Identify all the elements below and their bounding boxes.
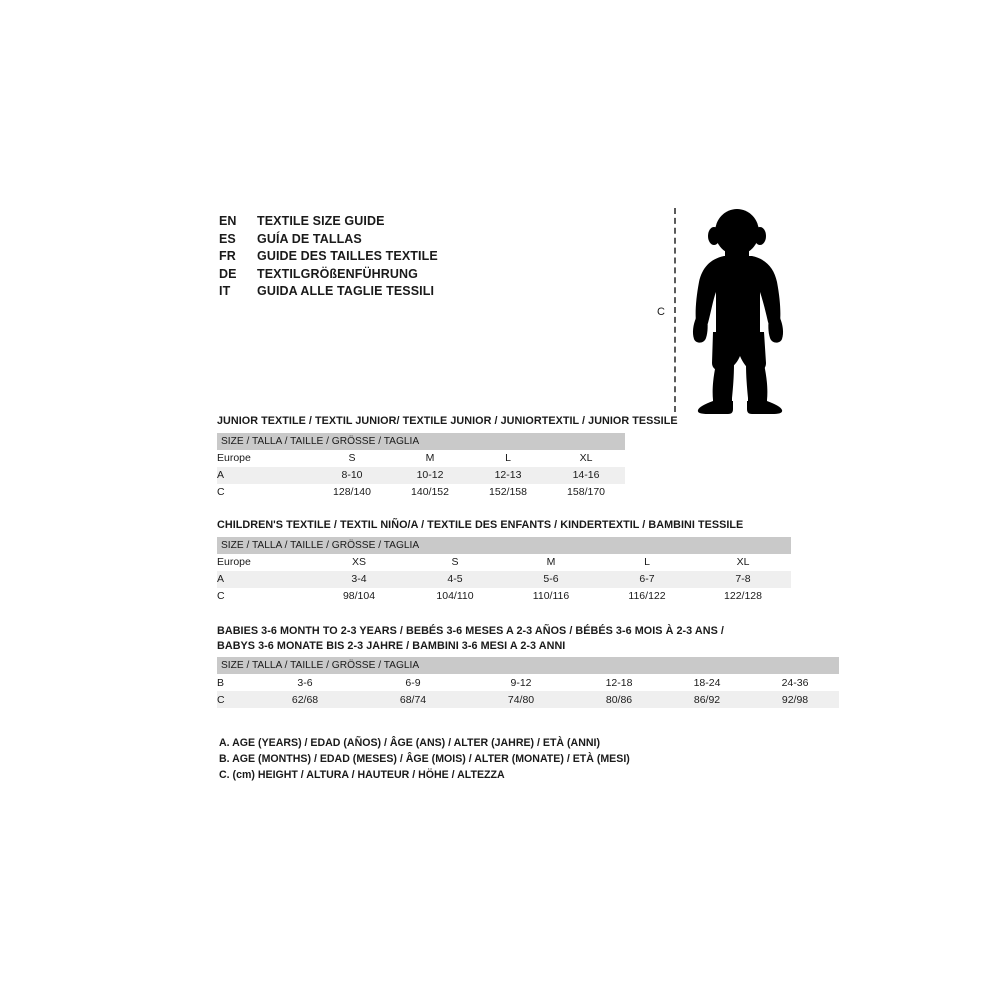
row-label: Europe	[217, 449, 313, 467]
table-row: A 3-4 4-5 5-6 6-7 7-8	[217, 570, 792, 588]
table-junior-textile: SIZE / TALLA / TAILLE / GRÖSSE / TAGLIA …	[217, 432, 626, 501]
cell: S	[407, 553, 503, 571]
section-babies-textile: BABIES 3-6 MONTH TO 2-3 YEARS / BEBÉS 3-…	[217, 624, 840, 708]
language-row-de: DE TEXTILGRÖßENFÜHRUNG	[219, 267, 639, 285]
language-row-en: EN TEXTILE SIZE GUIDE	[219, 214, 639, 232]
table-row: SIZE / TALLA / TAILLE / GRÖSSE / TAGLIA	[217, 432, 626, 450]
cell: M	[503, 553, 599, 571]
table-babies-textile: SIZE / TALLA / TAILLE / GRÖSSE / TAGLIA …	[217, 657, 840, 708]
language-label-fr: GUIDE DES TAILLES TEXTILE	[257, 249, 438, 263]
cell: XL	[547, 449, 626, 467]
size-band-label-babies: SIZE / TALLA / TAILLE / GRÖSSE / TAGLIA	[217, 657, 840, 674]
cell: 3-6	[251, 674, 359, 691]
cell: L	[599, 553, 695, 571]
cell: 10-12	[391, 466, 469, 484]
legend-line-c: C. (cm) HEIGHT / ALTURA / HAUTEUR / HÖHE…	[219, 769, 505, 781]
cell: 5-6	[503, 570, 599, 588]
cell: 14-16	[547, 466, 626, 484]
cell: 9-12	[467, 674, 575, 691]
table-row: Europe S M L XL	[217, 449, 626, 467]
language-row-fr: FR GUIDE DES TAILLES TEXTILE	[219, 249, 639, 267]
section-title-children: CHILDREN'S TEXTILE / TEXTIL NIÑO/A / TEX…	[217, 519, 744, 531]
row-label: A	[217, 466, 313, 484]
height-marker-label: C	[657, 306, 665, 318]
cell: 110/116	[503, 587, 599, 605]
cell: 152/158	[469, 483, 547, 501]
language-label-it: GUIDA ALLE TAGLIE TESSILI	[257, 284, 435, 298]
cell: 12-13	[469, 466, 547, 484]
legend-block: A. AGE (YEARS) / EDAD (AÑOS) / ÂGE (ANS)…	[219, 735, 819, 783]
cell: 18-24	[663, 674, 751, 691]
row-label: A	[217, 570, 311, 588]
cell: 8-10	[313, 466, 391, 484]
row-label: C	[217, 483, 313, 501]
cell: 4-5	[407, 570, 503, 588]
legend-line-a: A. AGE (YEARS) / EDAD (AÑOS) / ÂGE (ANS)…	[219, 737, 600, 749]
cell: 24-36	[751, 674, 840, 691]
cell: 140/152	[391, 483, 469, 501]
cell: 6-9	[359, 674, 467, 691]
cell: 158/170	[547, 483, 626, 501]
language-label-en: TEXTILE SIZE GUIDE	[257, 214, 385, 228]
table-row: SIZE / TALLA / TAILLE / GRÖSSE / TAGLIA	[217, 657, 840, 674]
cell: 128/140	[313, 483, 391, 501]
size-band-label-junior: SIZE / TALLA / TAILLE / GRÖSSE / TAGLIA	[217, 432, 626, 450]
language-code-de: DE	[219, 266, 237, 281]
cell: 116/122	[599, 587, 695, 605]
cell: 98/104	[311, 587, 407, 605]
table-row: B 3-6 6-9 9-12 12-18 18-24 24-36	[217, 674, 840, 691]
cell: 92/98	[751, 691, 840, 708]
section-title-babies-line1: BABIES 3-6 MONTH TO 2-3 YEARS / BEBÉS 3-…	[217, 625, 724, 637]
cell: 122/128	[695, 587, 792, 605]
table-row: SIZE / TALLA / TAILLE / GRÖSSE / TAGLIA	[217, 536, 792, 554]
language-row-it: IT GUIDA ALLE TAGLIE TESSILI	[219, 284, 639, 302]
cell: S	[313, 449, 391, 467]
language-code-en: EN	[219, 214, 237, 228]
table-row: C 128/140 140/152 152/158 158/170	[217, 483, 626, 501]
cell: 80/86	[575, 691, 663, 708]
cell: L	[469, 449, 547, 467]
row-label: B	[217, 674, 251, 691]
row-label: C	[217, 587, 311, 605]
table-row: C 98/104 104/110 110/116 116/122 122/128	[217, 587, 792, 605]
row-label: C	[217, 691, 251, 708]
cell: 3-4	[311, 570, 407, 588]
section-title-junior: JUNIOR TEXTILE / TEXTIL JUNIOR/ TEXTILE …	[217, 415, 678, 427]
table-childrens-textile: SIZE / TALLA / TAILLE / GRÖSSE / TAGLIA …	[217, 536, 792, 605]
cell: 68/74	[359, 691, 467, 708]
language-title-block: EN TEXTILE SIZE GUIDE ES GUÍA DE TALLAS …	[219, 214, 639, 302]
cell: 86/92	[663, 691, 751, 708]
cell: XS	[311, 553, 407, 571]
size-band-label-children: SIZE / TALLA / TAILLE / GRÖSSE / TAGLIA	[217, 536, 792, 554]
section-title-babies-line2: BABYS 3-6 MONATE BIS 2-3 JAHRE / BAMBINI…	[217, 639, 566, 652]
table-row: C 62/68 68/74 74/80 80/86 86/92 92/98	[217, 691, 840, 708]
table-row: Europe XS S M L XL	[217, 553, 792, 571]
cell: M	[391, 449, 469, 467]
cell: 104/110	[407, 587, 503, 605]
language-code-fr: FR	[219, 249, 236, 263]
row-label: Europe	[217, 553, 311, 571]
legend-line-b: B. AGE (MONTHS) / EDAD (MESES) / ÂGE (MO…	[219, 753, 630, 765]
language-code-it: IT	[219, 284, 231, 298]
cell: 6-7	[599, 570, 695, 588]
cell: 7-8	[695, 570, 792, 588]
child-figure-illustration: C	[640, 200, 810, 425]
height-dashed-line	[674, 208, 676, 412]
cell: 12-18	[575, 674, 663, 691]
cell: 62/68	[251, 691, 359, 708]
cell: 74/80	[467, 691, 575, 708]
child-silhouette-icon	[692, 209, 784, 414]
language-label-es: GUÍA DE TALLAS	[257, 231, 362, 246]
table-row: A 8-10 10-12 12-13 14-16	[217, 466, 626, 484]
language-row-es: ES GUÍA DE TALLAS	[219, 232, 639, 250]
section-junior-textile: JUNIOR TEXTILE / TEXTIL JUNIOR/ TEXTILE …	[217, 414, 678, 501]
language-code-es: ES	[219, 231, 236, 246]
language-label-de: TEXTILGRÖßENFÜHRUNG	[257, 266, 418, 281]
section-childrens-textile: CHILDREN'S TEXTILE / TEXTIL NIÑO/A / TEX…	[217, 518, 792, 605]
cell: XL	[695, 553, 792, 571]
